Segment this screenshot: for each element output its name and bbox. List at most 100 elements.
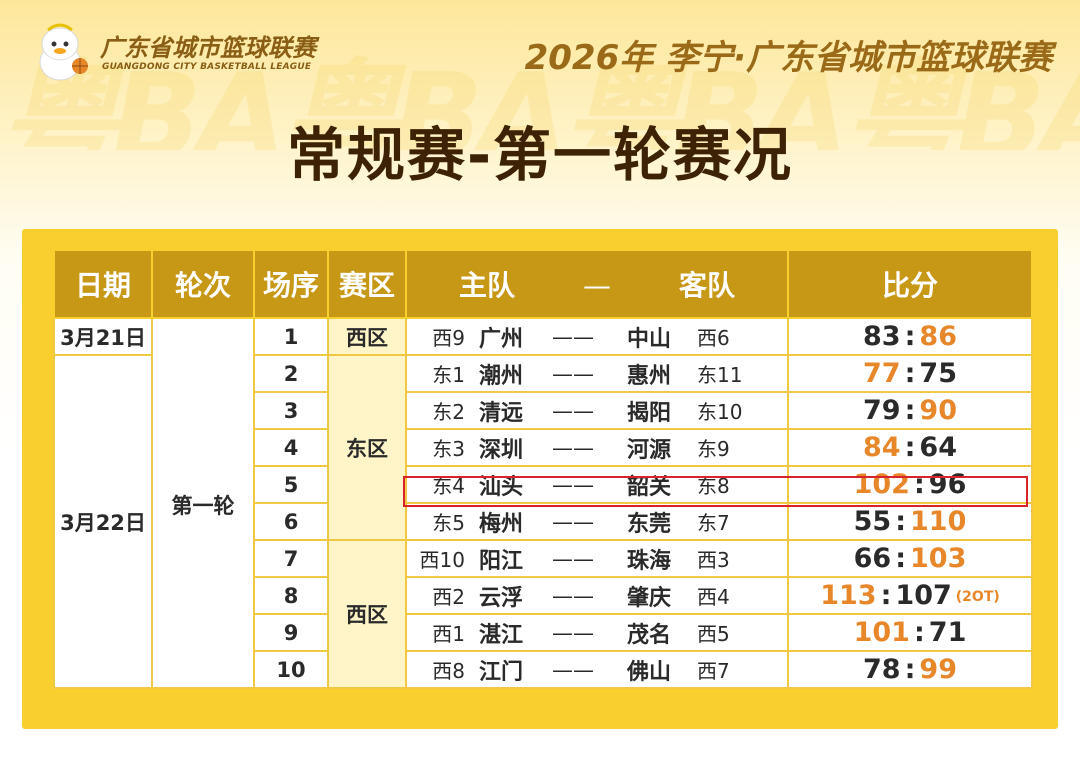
home-seed: 西9 <box>432 326 465 350</box>
seq-cell: 2 <box>253 354 329 393</box>
away-score: 71 <box>928 617 967 648</box>
vs-dash: —— <box>552 620 594 645</box>
logo-english-text: GUANGDONG CITY BASKETBALL LEAGUE <box>102 62 312 72</box>
date-cell: 3月21日 <box>53 317 153 356</box>
matchup-cell: 东1 潮州 —— 惠州 东11 <box>405 354 789 393</box>
seq-cell: 9 <box>253 613 329 652</box>
table-row: 10 西8 江门 —— 佛山 西7 78:99 <box>54 650 1033 689</box>
away-score: 99 <box>919 654 957 685</box>
header-home: 主队 <box>458 269 515 302</box>
table-row: 9 西1 湛江 —— 茂名 西5 101:71 <box>54 613 1033 652</box>
matchup-cell: 东2 清远 —— 揭阳 东10 <box>405 391 789 430</box>
away-seed: 西6 <box>697 326 730 350</box>
header-zone: 赛区 <box>327 249 407 319</box>
seq-cell: 4 <box>253 428 329 467</box>
overtime-note: (2OT) <box>955 589 1000 605</box>
score-cell: 79:90 <box>787 391 1033 430</box>
matchup-cell: 东4 汕头 —— 韶关 东8 <box>405 465 789 504</box>
away-team: 肇庆 <box>626 585 671 611</box>
vs-dash: —— <box>552 361 594 386</box>
matchup-cell: 东5 梅州 —— 东莞 东7 <box>405 502 789 541</box>
away-team: 茂名 <box>626 622 671 648</box>
home-team: 清远 <box>478 400 523 426</box>
away-team: 佛山 <box>626 659 671 685</box>
home-seed: 西2 <box>432 585 465 609</box>
table-row: 4 东3 深圳 —— 河源 东9 84:64 <box>54 428 1033 467</box>
header-teams: 主队 — 客队 <box>405 249 789 319</box>
score-separator: : <box>913 469 925 500</box>
seq-cell: 6 <box>253 502 329 541</box>
score-separator: : <box>904 432 916 463</box>
page-title: 常规赛-第一轮赛况 <box>286 121 794 189</box>
score-cell: 66:103 <box>787 539 1033 578</box>
home-team: 梅州 <box>478 511 523 537</box>
away-seed: 西5 <box>697 622 730 646</box>
vs-dash: —— <box>552 583 594 608</box>
vs-dash: —— <box>552 472 594 497</box>
home-score: 55 <box>853 506 892 537</box>
table-row: 3 东2 清远 —— 揭阳 东10 79:90 <box>54 391 1033 430</box>
matchup-cell: 西2 云浮 —— 肇庆 西4 <box>405 576 789 615</box>
table-row: 3月21日 第一轮 1 西区 西9 广州 —— 中山 西6 83:86 <box>53 317 1033 689</box>
away-seed: 西4 <box>697 585 730 609</box>
away-score: 96 <box>928 469 967 500</box>
home-seed: 西10 <box>419 548 465 572</box>
schedule-table: 日期 轮次 场序 赛区 主队 — 客队 比分 3月21日 第一轮 1 西区 西9 广州 —— 中山… <box>53 249 1033 689</box>
score-cell: 101:71 <box>787 613 1033 652</box>
vs-dash: —— <box>552 435 594 460</box>
vs-dash: —— <box>552 324 594 349</box>
home-seed: 西8 <box>432 659 465 683</box>
matchup-cell: 西10 阳江 —— 珠海 西3 <box>405 539 789 578</box>
home-team: 云浮 <box>478 585 523 611</box>
header-score: 比分 <box>787 249 1033 319</box>
matchup-cell: 东3 深圳 —— 河源 东9 <box>405 428 789 467</box>
score-separator: : <box>913 617 925 648</box>
zone-cell: 西区 <box>327 539 407 689</box>
home-seed: 东4 <box>432 474 465 498</box>
table-header-row: 日期 轮次 场序 赛区 主队 — 客队 比分 <box>53 249 1033 319</box>
home-score: 84 <box>863 432 901 463</box>
table-row: 8 西2 云浮 —— 肇庆 西4 113:107 (2OT) <box>54 576 1033 615</box>
away-seed: 东11 <box>697 363 743 387</box>
away-score: 110 <box>910 506 967 537</box>
league-logo: 广东省城市篮球联赛 GUANGDONG CITY BASKETBALL LEAG… <box>34 22 316 86</box>
event-title: 2026年 李宁·广东省城市篮球联赛 <box>524 38 1052 78</box>
home-score: 102 <box>853 469 910 500</box>
home-team: 深圳 <box>478 437 523 463</box>
home-team: 江门 <box>478 659 523 685</box>
mascot-icon <box>39 23 88 81</box>
table-row: 3月22日 2 东区 东1 潮州 —— 惠州 东11 77:75 <box>53 354 1033 689</box>
header-date: 日期 <box>53 249 153 319</box>
home-score: 101 <box>853 617 910 648</box>
home-score: 83 <box>863 321 901 352</box>
seq-cell: 7 <box>253 539 329 578</box>
score-cell: 84:64 <box>787 428 1033 467</box>
seq-cell: 5 <box>253 465 329 504</box>
vs-dash: —— <box>552 509 594 534</box>
away-score: 75 <box>919 358 957 389</box>
home-team: 广州 <box>478 326 523 352</box>
vs-dash: —— <box>552 657 594 682</box>
home-score: 66 <box>853 543 892 574</box>
score-separator: : <box>904 321 916 352</box>
away-score: 86 <box>919 321 957 352</box>
matchup-cell: 西9 广州 —— 中山 西6 <box>405 317 789 356</box>
score-cell: 78:99 <box>787 650 1033 689</box>
away-team: 中山 <box>626 326 671 352</box>
header-round: 轮次 <box>151 249 255 319</box>
score-cell: 55:110 <box>787 502 1033 541</box>
score-separator: : <box>904 654 916 685</box>
home-team: 潮州 <box>478 363 523 389</box>
away-seed: 东8 <box>697 474 730 498</box>
score-cell: 77:75 <box>787 354 1033 393</box>
home-team: 阳江 <box>478 548 523 574</box>
zone-cell: 东区 <box>327 354 407 541</box>
away-team: 珠海 <box>626 548 671 574</box>
away-seed: 西7 <box>697 659 730 683</box>
matchup-cell: 西1 湛江 —— 茂名 西5 <box>405 613 789 652</box>
home-score: 77 <box>863 358 901 389</box>
away-team: 惠州 <box>626 363 671 389</box>
home-seed: 东5 <box>432 511 465 535</box>
away-score: 90 <box>919 395 957 426</box>
home-seed: 东1 <box>432 363 465 387</box>
